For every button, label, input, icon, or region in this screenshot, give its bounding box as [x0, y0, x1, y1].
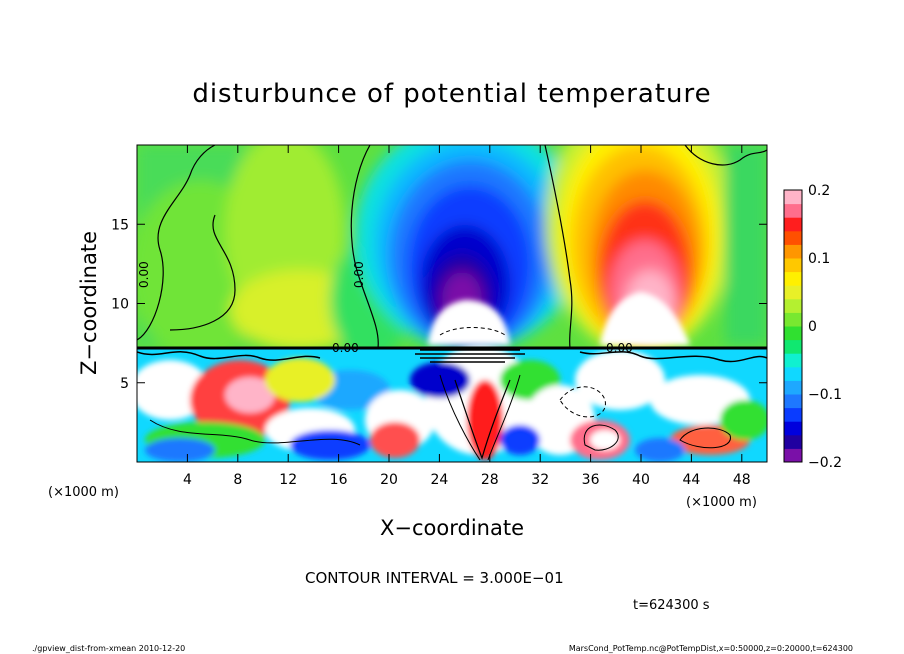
- y-axis-label: Z−coordinate: [77, 231, 101, 375]
- contour-line: [454, 379, 511, 460]
- x-tick-label: 16: [330, 472, 348, 488]
- colorbar-segment: [784, 230, 802, 245]
- colorbar-segment: [784, 312, 802, 327]
- y-tick-label: 5: [120, 376, 129, 392]
- footer-left: ./gpview_dist-from-xmean 2010-12-20: [32, 644, 185, 653]
- colorbar-segment: [784, 244, 802, 259]
- colorbar-segment: [784, 353, 802, 368]
- colorbar-segment: [784, 298, 802, 313]
- colorbar-segment: [784, 366, 802, 381]
- x-tick-label: 12: [279, 472, 297, 488]
- colorbar-segment: [784, 217, 802, 232]
- colorbar-segment: [784, 203, 802, 218]
- contour-line: [137, 145, 216, 341]
- colorbar-segment: [784, 271, 802, 286]
- x-tick-label: 24: [430, 472, 448, 488]
- x-tick-label: 44: [682, 472, 700, 488]
- colorbar-ticks: 0.2 0.1 0 −0.1 −0.2: [808, 183, 842, 471]
- y-tick-label: 10: [111, 297, 129, 313]
- colorbar-tick-label: −0.1: [808, 387, 842, 403]
- contour-label: 0.00: [606, 341, 633, 355]
- colorbar-tick-label: 0.2: [808, 183, 830, 199]
- colorbar-segment: [784, 407, 802, 422]
- x-unit-right: (×1000 m): [686, 495, 757, 510]
- time-label: t=624300 s: [633, 598, 710, 613]
- x-axis-label: X−coordinate: [380, 516, 524, 540]
- colorbar-segment: [784, 448, 802, 463]
- x-tick-label: 4: [183, 472, 192, 488]
- colorbar-tick-label: −0.2: [808, 455, 842, 471]
- x-tick-label: 20: [380, 472, 398, 488]
- contour-label: 0.00: [332, 341, 359, 355]
- heatmap-field: 0.00 0.00 0.00 0.00: [137, 145, 767, 462]
- x-tick-label: 40: [632, 472, 650, 488]
- colorbar-segment: [784, 434, 802, 449]
- x-tick-label: 8: [233, 472, 242, 488]
- contour-line: [583, 424, 619, 451]
- x-tick-label: 28: [481, 472, 499, 488]
- colorbar-segment: [784, 190, 802, 205]
- contour-label: 0.00: [352, 261, 366, 288]
- colorbar: [784, 190, 802, 463]
- contour-line: [350, 145, 379, 349]
- colorbar-segment: [784, 285, 802, 300]
- contour-interval: CONTOUR INTERVAL = 3.000E−01: [305, 569, 564, 587]
- footer-right: MarsCond_PotTemp.nc@PotTempDist,x=0:5000…: [569, 644, 853, 653]
- contour-line: [439, 374, 521, 461]
- colorbar-tick-label: 0: [808, 319, 817, 335]
- colorbar-segment: [784, 394, 802, 409]
- contour-line: [544, 145, 573, 349]
- x-tick-label: 36: [582, 472, 600, 488]
- contour-line: [149, 419, 361, 446]
- colorbar-segment: [784, 258, 802, 273]
- colorbar-frame: [783, 189, 803, 463]
- contour-line: [679, 427, 731, 449]
- y-tick-label: 15: [111, 217, 129, 233]
- x-tick-label: 32: [531, 472, 549, 488]
- contour-label: 0.00: [137, 261, 151, 288]
- x-tick-label: 48: [733, 472, 751, 488]
- contour-line: [169, 214, 236, 331]
- x-axis-ticks: 4 8 12 16 20 24 28 32 36 40 44 48: [183, 145, 751, 488]
- contour-line: [684, 145, 767, 166]
- colorbar-tick-label: 0.1: [808, 251, 830, 267]
- colorbar-segment: [784, 380, 802, 395]
- y-axis-ticks: 5 10 15: [111, 217, 767, 392]
- colorbar-segment: [784, 339, 802, 354]
- colorbar-segment: [784, 326, 802, 341]
- chart-title: disturbunce of potential temperature: [192, 79, 711, 109]
- x-unit-left: (×1000 m): [48, 485, 119, 500]
- colorbar-segment: [784, 421, 802, 436]
